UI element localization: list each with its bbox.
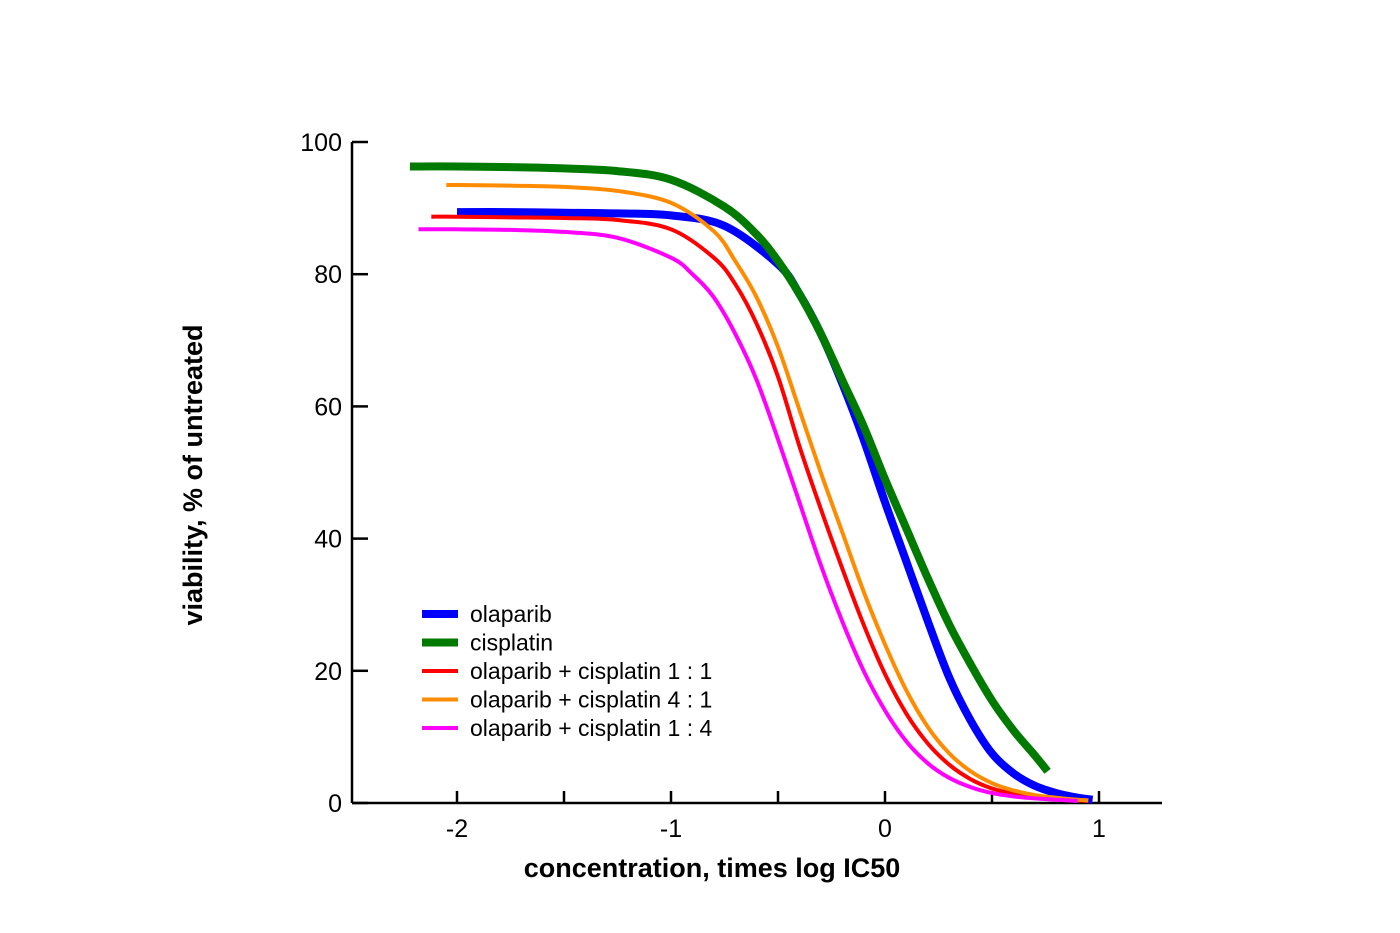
y-axis-title: viability, % of untreated — [178, 324, 208, 625]
series-line-2 — [409, 162, 1051, 774]
x-tick-label: 0 — [878, 815, 892, 843]
x-ticks: -2 -1 0 1 — [446, 791, 1106, 843]
series-line-3 — [431, 214, 1089, 803]
y-tick-label: 40 — [314, 526, 342, 554]
series-lines — [409, 162, 1094, 804]
axes — [350, 142, 1162, 805]
y-tick-label: 100 — [300, 129, 342, 157]
x-tick-label: -1 — [660, 815, 682, 843]
series-line-5 — [418, 227, 1078, 803]
series-line-1 — [456, 208, 1094, 804]
legend-label: olaparib — [470, 601, 552, 627]
y-tick-label: 80 — [314, 261, 342, 289]
x-tick-label: 1 — [1092, 815, 1106, 843]
x-axis-title: concentration, times log IC50 — [524, 853, 901, 883]
x-tick-label: -2 — [446, 815, 468, 843]
legend-label: olaparib + cisplatin 4 : 1 — [470, 687, 712, 713]
legend-label: olaparib + cisplatin 1 : 4 — [470, 715, 712, 741]
y-tick-label: 0 — [328, 790, 342, 818]
series-line-4 — [446, 182, 1089, 803]
legend-label: olaparib + cisplatin 1 : 1 — [470, 658, 712, 684]
y-tick-label: 20 — [314, 658, 342, 686]
y-tick-label: 60 — [314, 393, 342, 421]
y-ticks: 0 20 40 60 80 100 — [300, 129, 368, 818]
legend-label: cisplatin — [470, 630, 553, 656]
